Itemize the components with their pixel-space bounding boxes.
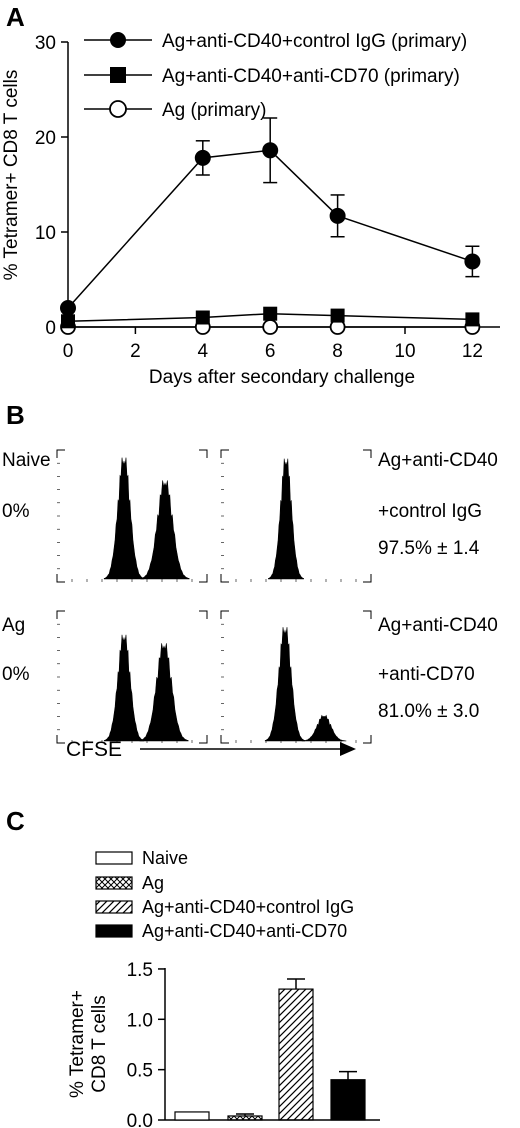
legend-label-anti-cd70-c: Ag+anti-CD40+anti-CD70 <box>142 921 347 941</box>
data-point <box>464 253 481 270</box>
data-point <box>465 312 480 327</box>
hist-row2-left-name: Ag <box>2 615 25 636</box>
histogram-peak <box>103 457 145 580</box>
hist-row1-right-pct: 97.5% ± 1.4 <box>378 538 480 559</box>
cfse-arrow <box>140 742 356 756</box>
legend-swatch-control-igg <box>95 900 133 914</box>
data-point <box>330 308 345 323</box>
histogram-frame <box>56 610 208 744</box>
series-open-circle <box>60 319 481 335</box>
data-point <box>61 314 75 329</box>
panel-letter-a: A <box>6 2 25 32</box>
hist-row2-right-name-2: +anti-CD70 <box>378 664 475 685</box>
legend-item-ag: Ag (primary) <box>84 100 267 121</box>
legend-label-naive: Naive <box>142 848 188 868</box>
panel-c-y-ticks: 0.0 0.5 1.0 1.5 <box>127 960 165 1128</box>
y-tick-label: 30 <box>35 33 56 54</box>
histogram-peak <box>264 627 306 742</box>
y-tick-label: 20 <box>35 128 56 149</box>
bar <box>278 988 314 1121</box>
panel-a-y-ticks: 0 10 20 30 <box>35 33 68 339</box>
y-tick-label: 1.5 <box>127 960 153 981</box>
legend-swatch-anti-cd70 <box>95 924 133 938</box>
hist-row2-left-pct: 0% <box>2 664 30 685</box>
data-point <box>195 310 210 325</box>
histogram-peak <box>301 714 347 742</box>
histogram-peak <box>139 643 189 742</box>
legend-label-control-igg-c: Ag+anti-CD40+control IgG <box>142 897 354 917</box>
histogram-frame <box>220 610 372 744</box>
panel-c-bars <box>174 978 366 1121</box>
legend-swatch-ag <box>95 876 133 890</box>
data-point <box>194 149 211 166</box>
legend-item-control-igg: Ag+anti-CD40+control IgG (primary) <box>84 31 467 52</box>
x-tick-label: 8 <box>332 341 343 362</box>
bar <box>330 1079 366 1121</box>
hist-row2-right-name-1: Ag+anti-CD40 <box>378 615 498 636</box>
x-tick-label: 2 <box>130 341 141 362</box>
panel-a-legend: Ag+anti-CD40+control IgG (primary) Ag+an… <box>84 31 467 121</box>
x-tick-label: 4 <box>198 341 209 362</box>
histogram-frames <box>56 449 372 744</box>
legend-label-ag-c: Ag <box>142 873 164 893</box>
legend-marker-filled-circle <box>110 32 126 48</box>
legend-marker-open-circle <box>109 100 127 118</box>
series-filled-circle <box>60 117 481 316</box>
legend-label-anti-cd70: Ag+anti-CD40+anti-CD70 (primary) <box>162 66 460 87</box>
panel-letter-b: B <box>6 400 25 430</box>
hist-row1-left-name: Naive <box>2 450 51 471</box>
data-point <box>263 306 278 321</box>
panel-a-x-ticks: 0 2 4 6 8 10 12 <box>63 327 483 362</box>
panel-a: 0 10 20 30 0 2 4 6 8 10 12 % Tetramer+ CD8 T cell… <box>1 31 500 388</box>
legend-item-anti-cd70: Ag+anti-CD40+anti-CD70 (primary) <box>84 66 460 87</box>
histogram-peak <box>103 634 145 742</box>
panel-a-series <box>60 117 481 335</box>
bar <box>227 1115 263 1121</box>
histogram-peak <box>140 480 190 580</box>
panel-a-x-axis-label: Days after secondary challenge <box>149 367 415 388</box>
legend-label-ag: Ag (primary) <box>162 100 267 121</box>
hist-row2-right-pct: 81.0% ± 3.0 <box>378 701 479 722</box>
cfse-axis-label: CFSE <box>66 738 122 761</box>
y-tick-label: 0 <box>45 318 56 339</box>
panel-b: Naive 0% Ag+anti-CD40 +control IgG 97.5%… <box>2 449 498 761</box>
y-tick-label: 10 <box>35 223 56 244</box>
histogram-frame <box>220 449 372 583</box>
panel-letter-c: C <box>6 806 25 836</box>
panel-c: Naive Ag Ag+anti-CD40+control IgG Ag+ant… <box>67 848 380 1128</box>
panel-c-y-axis-label-1: % Tetramer+ <box>67 990 88 1098</box>
hist-row1-left-pct: 0% <box>2 501 30 522</box>
data-point <box>262 319 279 335</box>
legend-label-control-igg: Ag+anti-CD40+control IgG (primary) <box>162 31 467 52</box>
legend-swatch-naive <box>95 851 133 865</box>
histogram-peaks <box>103 457 347 742</box>
data-point <box>262 142 279 159</box>
histogram-peak <box>268 458 304 580</box>
x-tick-label: 12 <box>462 341 483 362</box>
bar <box>174 1111 210 1121</box>
hist-row1-right-name-1: Ag+anti-CD40 <box>378 450 498 471</box>
data-point <box>60 300 76 316</box>
x-tick-label: 0 <box>63 341 74 362</box>
y-tick-label: 1.0 <box>127 1010 153 1031</box>
hist-row1-right-name-2: +control IgG <box>378 501 482 522</box>
histogram-frame <box>56 449 208 583</box>
x-tick-label: 6 <box>265 341 276 362</box>
panel-c-y-axis-label-2: CD8 T cells <box>89 995 110 1093</box>
y-tick-label: 0.5 <box>127 1061 153 1082</box>
legend-marker-filled-square <box>110 67 126 83</box>
data-point <box>329 207 346 224</box>
panel-a-y-axis-label: % Tetramer+ CD8 T cells <box>1 70 22 281</box>
x-tick-label: 10 <box>394 341 415 362</box>
y-tick-label: 0.0 <box>127 1111 153 1128</box>
panel-c-legend: Naive Ag Ag+anti-CD40+control IgG Ag+ant… <box>95 848 354 941</box>
series-filled-square <box>61 306 480 329</box>
